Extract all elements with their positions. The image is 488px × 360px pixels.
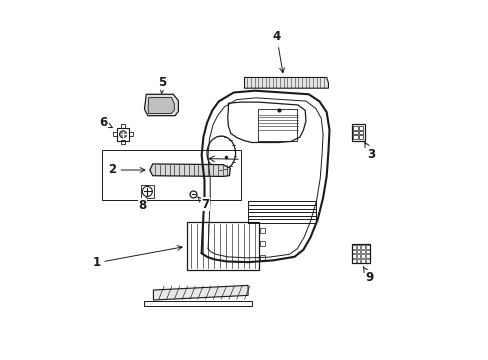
Bar	[365, 245, 369, 249]
Text: 7: 7	[197, 197, 209, 211]
Bar	[141, 185, 153, 198]
Text: 4: 4	[272, 30, 284, 73]
Bar	[116, 128, 129, 141]
Bar	[356, 254, 360, 258]
Bar	[353, 135, 357, 139]
Polygon shape	[144, 94, 178, 116]
Text: 9: 9	[363, 266, 373, 284]
Polygon shape	[244, 77, 328, 88]
Text: 5: 5	[158, 76, 166, 94]
Bar	[353, 131, 357, 134]
Bar	[365, 249, 369, 253]
Bar	[351, 254, 355, 258]
Bar	[361, 259, 364, 262]
Bar	[365, 259, 369, 262]
Bar	[259, 241, 264, 246]
Bar	[365, 254, 369, 258]
Bar	[144, 301, 251, 306]
Text: 1: 1	[92, 246, 182, 269]
Bar	[351, 259, 355, 262]
Polygon shape	[148, 98, 174, 113]
Bar	[351, 245, 355, 249]
Bar	[187, 222, 258, 270]
Bar	[351, 123, 365, 141]
Circle shape	[119, 131, 126, 138]
Bar	[358, 131, 363, 134]
Polygon shape	[149, 164, 230, 176]
Bar	[351, 244, 369, 263]
Bar	[102, 150, 241, 200]
Bar	[351, 249, 355, 253]
Text: 2: 2	[108, 163, 144, 176]
Bar	[361, 249, 364, 253]
Bar	[358, 126, 363, 130]
Text: 3: 3	[364, 143, 375, 162]
Bar	[356, 259, 360, 262]
Bar	[356, 249, 360, 253]
Text: 6: 6	[99, 116, 112, 129]
Bar	[361, 245, 364, 249]
Bar	[259, 228, 264, 233]
Bar	[361, 254, 364, 258]
Bar	[259, 256, 264, 261]
Text: 8: 8	[138, 197, 146, 212]
Bar	[356, 245, 360, 249]
Bar	[358, 135, 363, 139]
Bar	[353, 126, 357, 130]
Polygon shape	[153, 285, 247, 300]
